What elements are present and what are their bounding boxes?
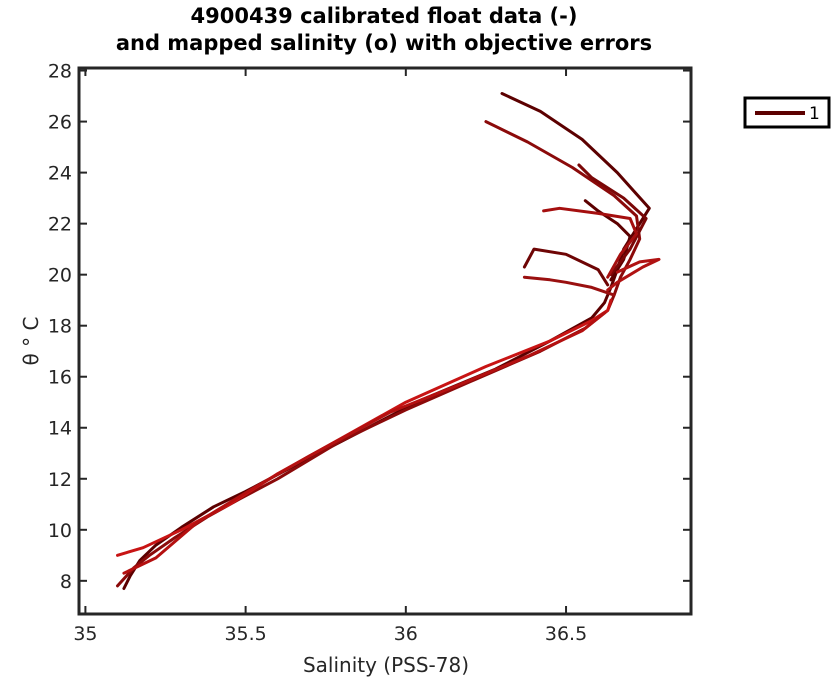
series-line-5: [606, 257, 661, 292]
x-tick-label: 36: [394, 623, 418, 645]
legend: 1: [743, 96, 831, 129]
series-line-2: [522, 247, 610, 287]
y-tick-label: 20: [48, 265, 72, 287]
chart-title-line2: and mapped salinity (o) with objective e…: [116, 31, 652, 55]
plot-frame: [77, 66, 693, 616]
series-line-6: [577, 163, 648, 277]
x-axis-label: Salinity (PSS-78): [303, 653, 469, 677]
series-line-3: [522, 275, 616, 297]
plot-area: [79, 68, 691, 614]
y-tick-label: 8: [60, 571, 72, 593]
y-tick-label: 12: [48, 469, 72, 491]
series-line-9: [122, 311, 606, 575]
y-tick-label: 18: [48, 316, 72, 338]
y-tick-label: 26: [48, 112, 72, 134]
y-tick-label: 16: [48, 367, 72, 389]
ticks-layer: 35 35.5 36 36.5 8 10 12 14 16 18 20 22 24 26 28: [48, 61, 691, 645]
x-tick-label: 36.5: [545, 623, 587, 645]
series-layer: [116, 92, 661, 590]
y-tick-label: 22: [48, 214, 72, 236]
y-tick-label: 14: [48, 418, 72, 440]
x-tick-label: 35: [73, 623, 97, 645]
legend-entry-label: 1: [809, 104, 820, 124]
y-tick-label: 10: [48, 520, 72, 542]
chart-title-line1: 4900439 calibrated float data (-): [191, 4, 578, 28]
y-tick-label: 28: [48, 61, 72, 83]
series-line-7: [542, 206, 638, 279]
y-tick-label: 24: [48, 163, 72, 185]
y-axis-label: θ ° C: [19, 317, 43, 366]
x-tick-label: 35.5: [224, 623, 266, 645]
